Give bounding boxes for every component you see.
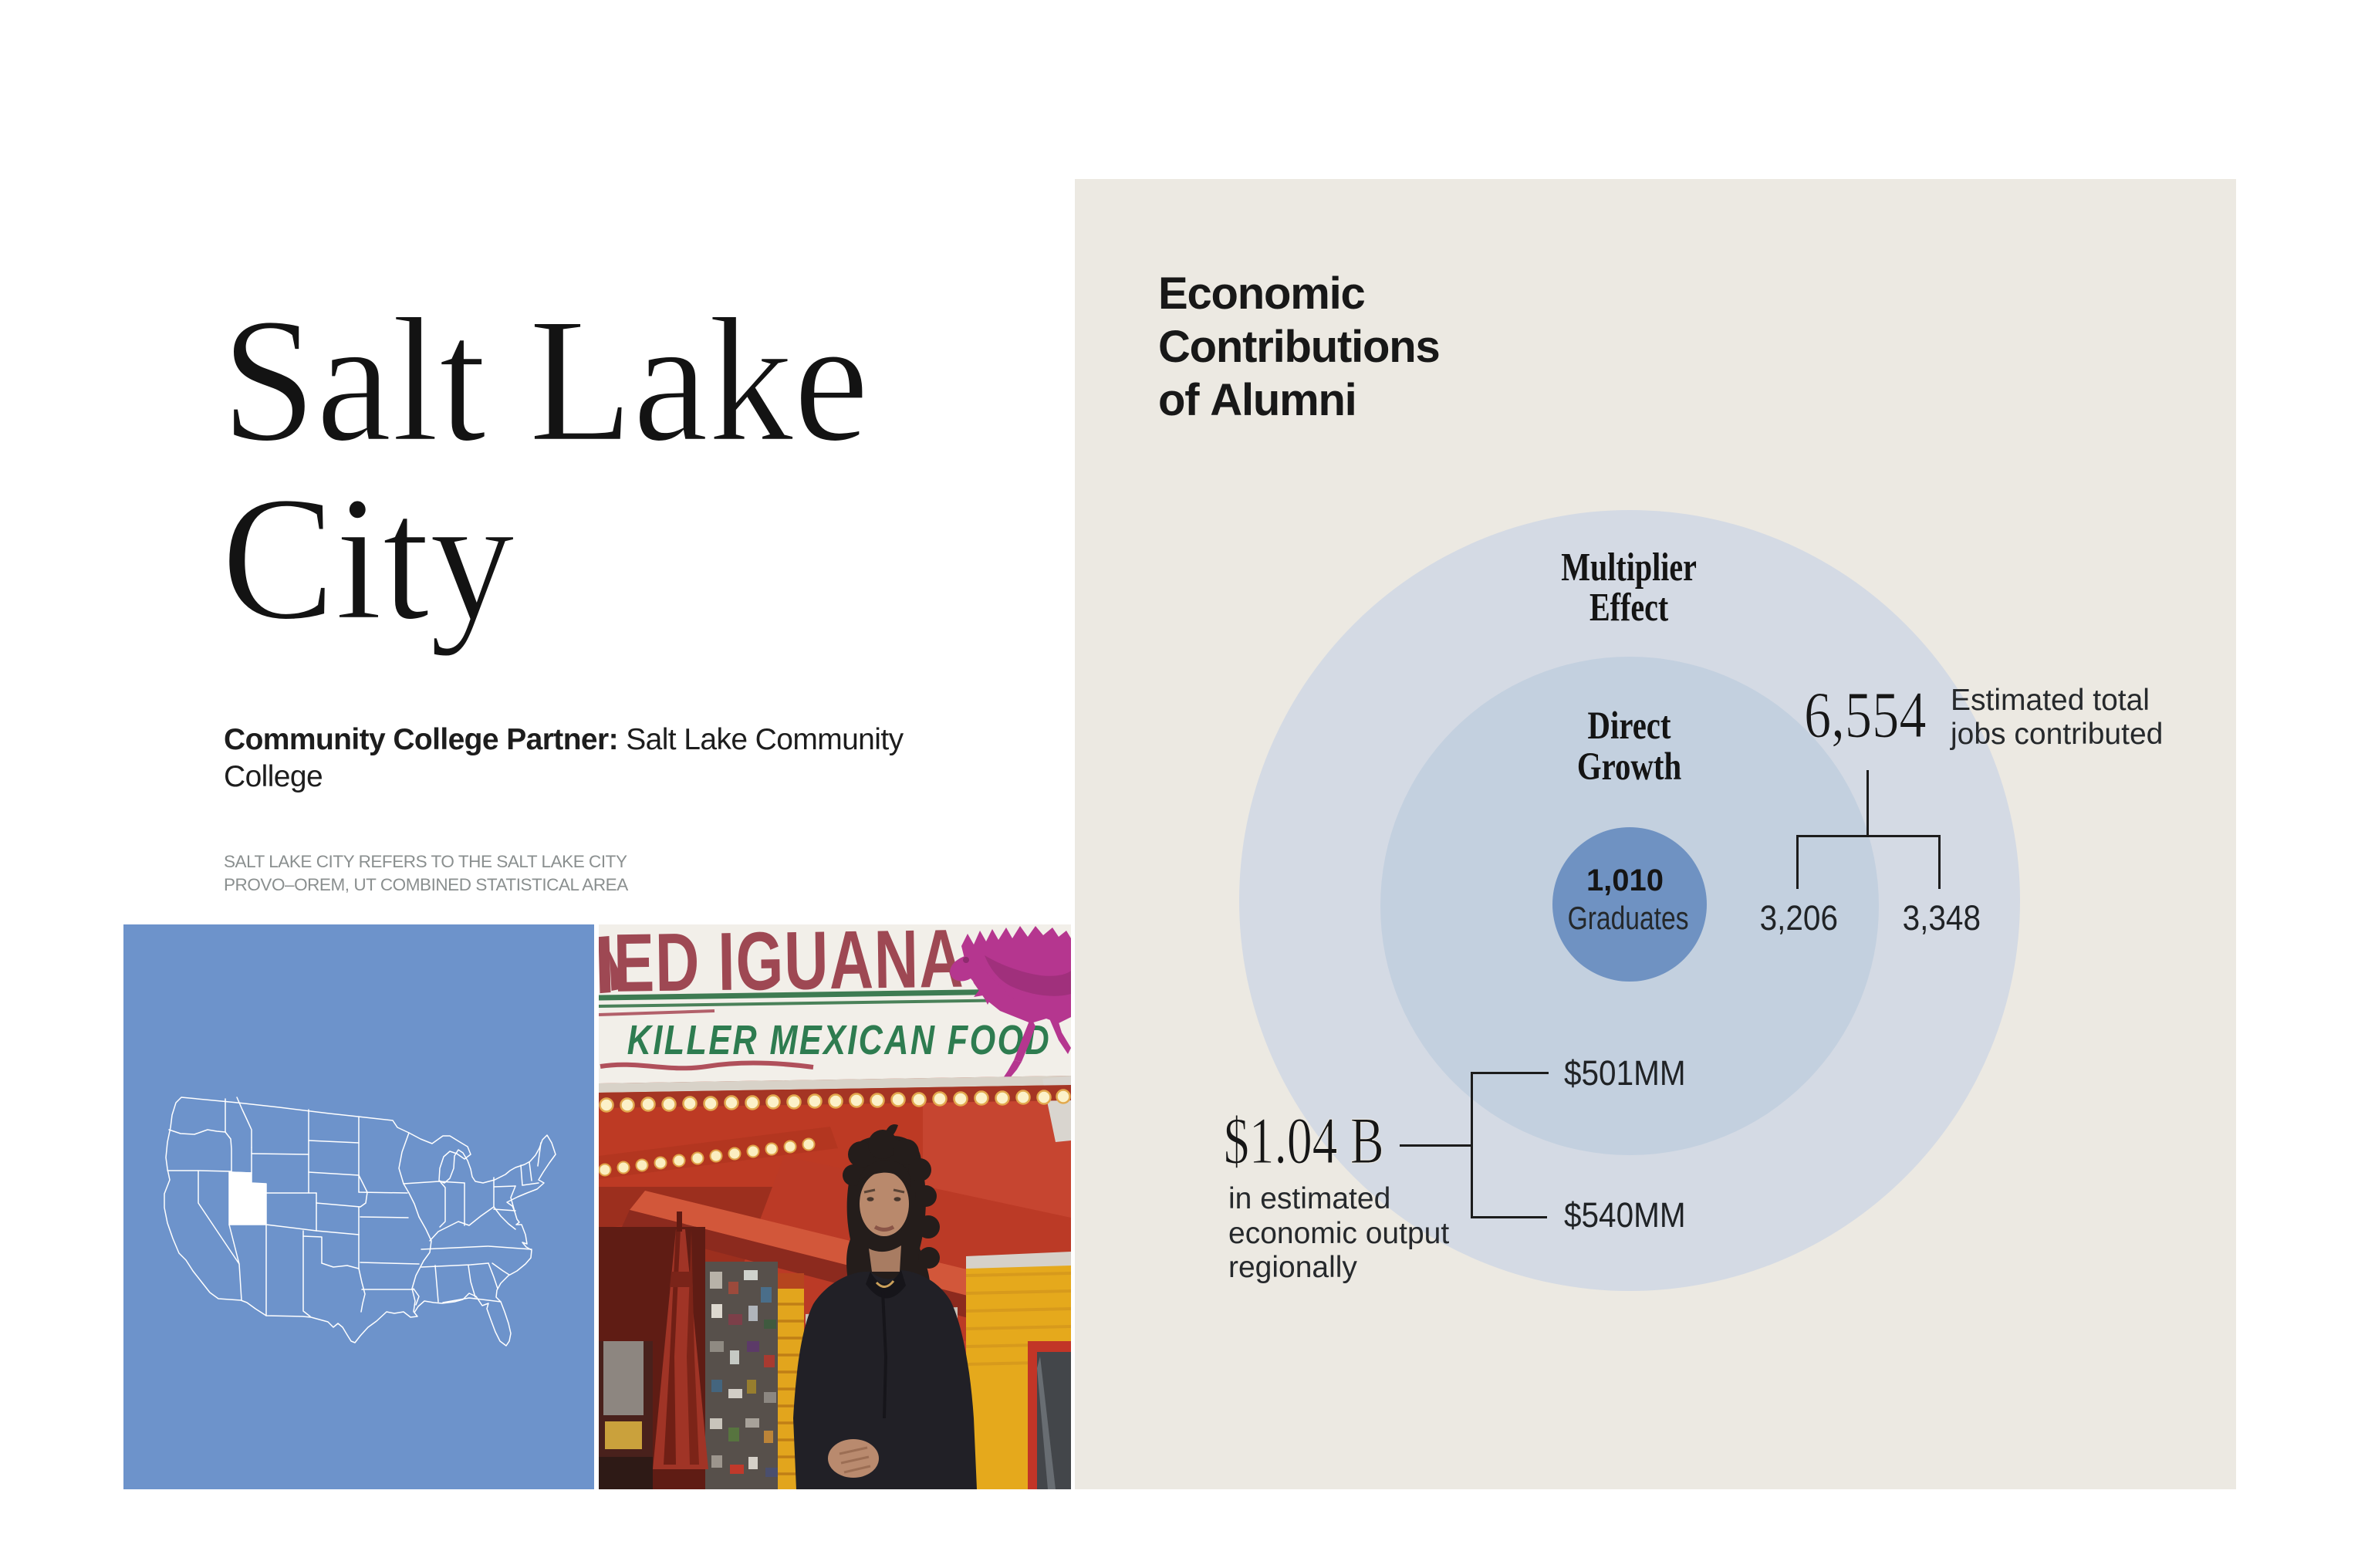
svg-text:KILLER MEXICAN FOOD: KILLER MEXICAN FOOD (627, 1018, 1051, 1064)
